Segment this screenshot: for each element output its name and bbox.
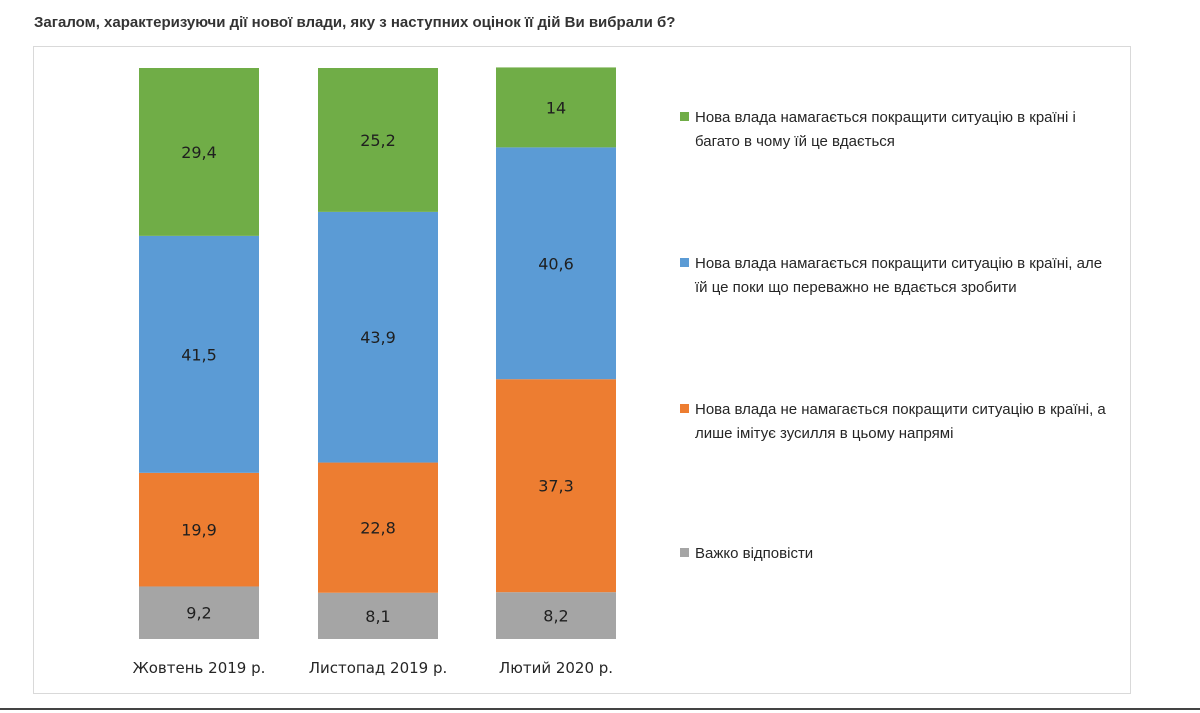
bar-segment-1-2 xyxy=(318,211,438,463)
bar-segment-0-2 xyxy=(139,235,259,473)
category-label-1: Листопад 2019 р. xyxy=(309,659,448,677)
legend-label-2: Нова влада намагається покращити ситуаці… xyxy=(695,255,1103,296)
legend-label-3: Нова влада намагається покращити ситуаці… xyxy=(695,109,1076,150)
bottom-divider xyxy=(0,708,1200,710)
data-label-0-0: 9,2 xyxy=(186,604,211,623)
legend-swatch-0 xyxy=(680,548,689,557)
data-label-0-1: 19,9 xyxy=(181,521,217,540)
data-label-1-0: 8,1 xyxy=(365,607,390,626)
bar-segment-0-3 xyxy=(139,68,259,236)
data-label-1-3: 25,2 xyxy=(360,131,396,150)
data-label-0-3: 29,4 xyxy=(181,143,217,162)
bar-segment-0-1 xyxy=(139,472,259,587)
data-label-2-0: 8,2 xyxy=(543,607,568,626)
bar-segment-1-3 xyxy=(318,68,438,212)
data-label-1-1: 22,8 xyxy=(360,519,396,538)
bar-segment-1-0 xyxy=(318,592,438,639)
data-label-1-2: 43,9 xyxy=(360,328,396,347)
legend-swatch-3 xyxy=(680,112,689,121)
bar-segment-0-0 xyxy=(139,586,259,639)
bar-segment-2-2 xyxy=(496,147,616,380)
bar-segment-2-3 xyxy=(496,67,616,148)
legend-swatch-2 xyxy=(680,258,689,267)
bar-segment-1-1 xyxy=(318,462,438,593)
data-label-2-1: 37,3 xyxy=(538,477,574,496)
data-label-2-2: 40,6 xyxy=(538,254,574,273)
category-label-0: Жовтень 2019 р. xyxy=(133,659,266,677)
legend-swatch-1 xyxy=(680,404,689,413)
chart-title: Загалом, характеризуючи дії нової влади,… xyxy=(34,14,676,31)
data-label-2-3: 14 xyxy=(546,98,566,117)
data-label-0-2: 41,5 xyxy=(181,345,217,364)
legend-label-1: Нова влада не намагається покращити ситу… xyxy=(695,401,1106,442)
category-label-2: Лютий 2020 р. xyxy=(499,659,613,677)
bar-segment-2-1 xyxy=(496,379,616,593)
bar-segment-2-0 xyxy=(496,592,616,639)
legend-label-0: Важко відповісти xyxy=(695,545,814,562)
